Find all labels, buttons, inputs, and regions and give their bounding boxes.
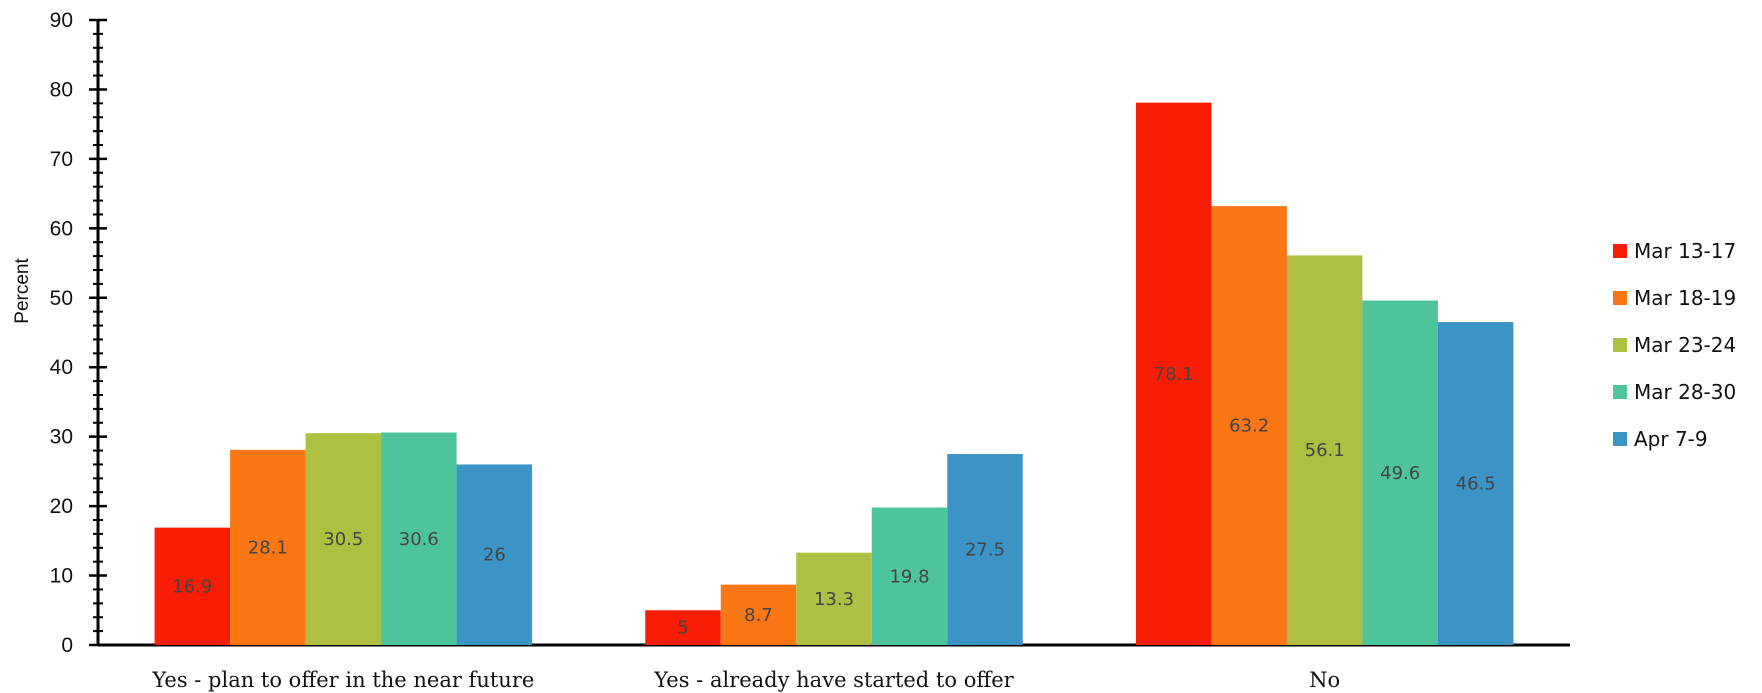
bar [1211,206,1287,645]
bar [381,432,457,645]
y-tick-label: 70 [50,148,73,171]
data-label: 26 [483,545,506,566]
data-label: 19.8 [889,566,929,587]
bar [871,507,948,645]
data-label: 49.6 [1380,463,1420,484]
legend-label: Apr 7-9 [1634,427,1708,451]
data-label: 28.1 [248,537,288,558]
x-category-label: Yes - plan to offer in the near future [151,668,534,692]
bar [305,433,382,645]
legend-label: Mar 18-19 [1634,286,1736,310]
y-axis-label: Percent [12,258,33,324]
legend-swatch [1613,432,1627,446]
plot-area: 0 10 20 30 40 50 60 70 80 90 16.9 28.1 30.5 30.6 26 Yes… [50,9,1570,692]
bar [1135,102,1212,645]
data-label: 56.1 [1305,440,1345,461]
legend-label: Mar 23-24 [1634,333,1736,357]
y-tick-label: 30 [50,426,73,449]
bar [1362,300,1438,645]
legend-swatch [1613,244,1627,258]
bar [796,552,872,645]
data-label: 27.5 [965,540,1005,561]
y-tick-label: 50 [50,287,73,310]
bar [456,464,533,645]
bar [645,610,721,645]
legend-label: Mar 28-30 [1634,380,1736,404]
data-label: 16.9 [172,576,212,597]
y-tick-label: 60 [50,217,73,240]
bar [947,454,1023,645]
y-tick-label: 20 [50,495,73,518]
data-label: 46.5 [1456,474,1496,495]
data-label: 30.5 [323,529,363,550]
bar [720,584,797,645]
legend-swatch [1613,385,1627,399]
data-label: 78.1 [1154,364,1194,385]
data-label: 30.6 [399,529,439,550]
y-tick-label: 10 [50,565,73,588]
data-label: 8.7 [744,605,773,626]
y-tick-label: 40 [50,356,73,379]
y-tick-label: 0 [61,634,73,657]
y-tick-label: 90 [50,9,73,32]
legend-swatch [1613,291,1627,305]
data-label: 63.2 [1229,416,1269,437]
data-label: 13.3 [814,589,854,610]
bar [1437,322,1514,645]
bar [230,449,306,645]
y-tick-label: 80 [50,78,73,101]
x-category-label: No [1309,668,1340,692]
x-category-label: Yes - already have started to offer [653,668,1014,692]
legend-label: Mar 13-17 [1634,239,1736,263]
legend: Mar 13-17 Mar 18-19 Mar 23-24 Mar 28-30 Apr … [1613,239,1736,451]
legend-swatch [1613,338,1627,352]
bar [1286,255,1363,645]
bar [154,527,231,645]
data-label: 5 [677,618,688,639]
